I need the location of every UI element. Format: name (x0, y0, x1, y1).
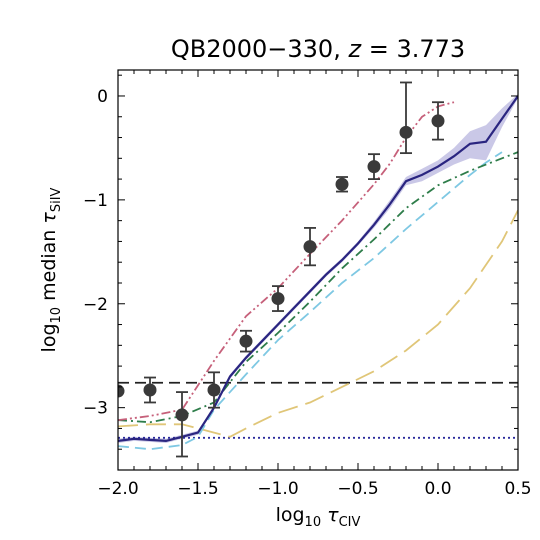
y-tick-label: −3 (83, 399, 108, 419)
data-point-2 (175, 408, 189, 422)
x-tick-label: −0.5 (337, 479, 378, 499)
x-tick-label: 0.5 (504, 479, 531, 499)
series-4-line (118, 209, 518, 438)
plot-content (118, 81, 518, 458)
y-tick-label: 0 (97, 87, 108, 107)
data-point-5 (271, 292, 285, 306)
x-tick-label: 0.0 (424, 479, 451, 499)
plot-frame (117, 69, 519, 471)
data-point-6 (303, 240, 317, 254)
chart-title: QB2000−330, z = 3.773 (171, 35, 465, 63)
plot-area (118, 81, 518, 458)
data-point-10 (431, 114, 445, 128)
data-point-0 (118, 384, 125, 398)
data-point-4 (239, 334, 253, 348)
y-tick-label: −2 (83, 295, 108, 315)
series-0-band (118, 93, 518, 444)
series-3-line (118, 151, 503, 451)
x-tick-label: −1.0 (257, 479, 298, 499)
y-axis-label: log10 median τSiIV (38, 187, 64, 352)
axes: −2.0 −1.5 −1.0 −0.5 0.0 0.5 0 −1 −2 −3 (83, 69, 532, 499)
series-0-line (118, 95, 518, 443)
data-point-8 (367, 160, 381, 174)
x-tick-label: −2.0 (97, 479, 138, 499)
data-point-1 (143, 383, 157, 397)
series-2-line (118, 151, 518, 424)
x-axis-label: log10 τCIV (276, 504, 361, 530)
data-point-9 (399, 125, 413, 139)
data-point-7 (335, 177, 349, 191)
series-1-line (118, 101, 455, 421)
x-tick-label: −1.5 (177, 479, 218, 499)
y-tick-label: −1 (83, 191, 108, 211)
data-point-3 (207, 383, 221, 397)
